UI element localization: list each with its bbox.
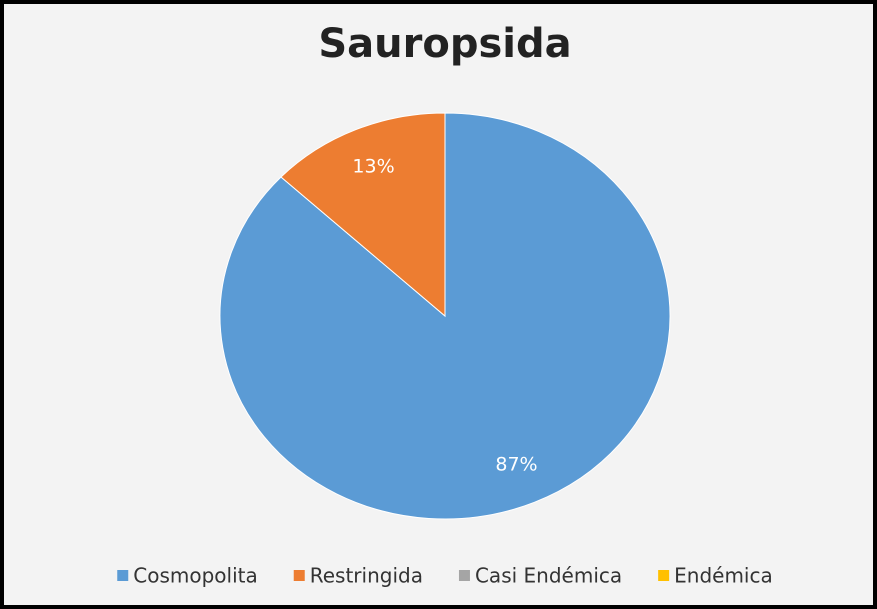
legend-label: Cosmopolita — [133, 564, 257, 588]
legend-swatch — [293, 570, 305, 581]
legend-label: Casi Endémica — [475, 564, 622, 588]
legend-label: Restringida — [310, 564, 423, 588]
legend-label: Endémica — [674, 564, 773, 588]
legend-swatch — [117, 570, 129, 581]
chart-title: Sauropsida — [318, 21, 571, 67]
data-label: 13% — [352, 155, 394, 177]
pie-slice — [280, 112, 446, 318]
legend-swatch — [658, 570, 670, 581]
legend-swatch — [458, 570, 470, 581]
data-label: 87% — [495, 454, 537, 476]
